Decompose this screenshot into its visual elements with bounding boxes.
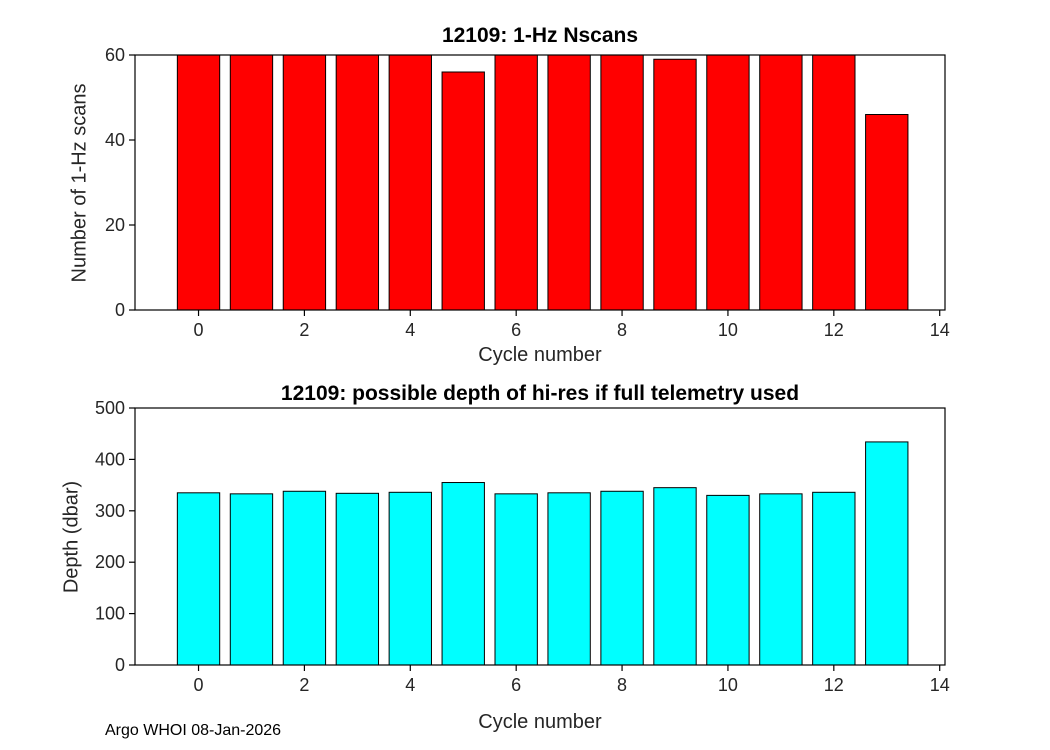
- bar-cycle-6: [494, 54, 538, 311]
- bar-cycle-5: [441, 482, 485, 666]
- bar-cycle-10: [706, 54, 750, 311]
- x-tick-label: 4: [405, 675, 415, 695]
- x-tick-label: 0: [194, 675, 204, 695]
- bar-cycle-9: [653, 58, 697, 311]
- bar-cycle-4: [388, 54, 432, 311]
- bar-cycle-8: [600, 54, 644, 311]
- y-tick-label: 0: [115, 655, 125, 675]
- bar-cycle-2: [282, 490, 327, 666]
- x-tick-label: 14: [930, 320, 950, 340]
- figure-footer-text: Argo WHOI 08-Jan-2026: [105, 722, 282, 739]
- depth-plot-area: 0 2 4 6 8 10 12 14 0 100 200 300 400 500: [95, 398, 950, 695]
- x-tick-label: 10: [718, 675, 738, 695]
- x-tick-label: 2: [299, 320, 309, 340]
- bar-cycle-5: [441, 71, 485, 311]
- x-tick-label: 12: [824, 675, 844, 695]
- y-tick-label: 300: [95, 501, 125, 521]
- y-tick-label: 400: [95, 449, 125, 469]
- bar-cycle-0: [176, 492, 221, 666]
- bar-cycle-8: [600, 490, 644, 666]
- y-tick-label: 40: [105, 130, 125, 150]
- bar-cycle-1: [229, 54, 274, 311]
- x-tick-label: 0: [194, 320, 204, 340]
- bar-cycle-9: [653, 487, 697, 666]
- axes-box: [134, 407, 946, 666]
- y-tick-label: 60: [105, 45, 125, 65]
- x-tick-label: 2: [299, 675, 309, 695]
- bar-cycle-7: [547, 54, 591, 311]
- bar-cycle-13: [865, 441, 909, 666]
- x-tick-label: 8: [617, 675, 627, 695]
- x-tick-label: 8: [617, 320, 627, 340]
- y-tick-label: 500: [95, 398, 125, 418]
- y-tick-label: 200: [95, 552, 125, 572]
- bar-cycle-13: [865, 114, 909, 311]
- bar-cycle-3: [335, 54, 380, 311]
- nscans-x-axis-label: Cycle number: [478, 344, 602, 366]
- nscans-chart-section: 12109: 1-Hz Nscans Number of 1-Hz scans …: [69, 24, 950, 366]
- bar-cycle-6: [494, 493, 538, 666]
- x-tick-label: 14: [930, 675, 950, 695]
- bar-cycle-0: [176, 54, 221, 311]
- bar-cycle-1: [229, 493, 274, 666]
- nscans-chart-title: 12109: 1-Hz Nscans: [441, 24, 639, 47]
- bar-cycle-4: [388, 491, 432, 666]
- x-tick-label: 6: [511, 320, 521, 340]
- depth-x-axis-label: Cycle number: [478, 711, 602, 733]
- x-tick-label: 12: [824, 320, 844, 340]
- bar-cycle-7: [547, 492, 591, 666]
- bar-cycle-11: [759, 54, 803, 311]
- bar-cycle-12: [812, 54, 856, 311]
- axes-box: [134, 54, 946, 311]
- y-tick-label: 0: [115, 300, 125, 320]
- x-tick-label: 6: [511, 675, 521, 695]
- depth-chart-section: 12109: possible depth of hi-res if full …: [0, 375, 1050, 750]
- nscans-plot-area: 0 2 4 6 8 10 12 14 0 20 40 60: [105, 45, 950, 340]
- bar-cycle-10: [706, 494, 750, 666]
- bar-cycle-12: [812, 491, 856, 666]
- depth-chart-title: 12109: possible depth of hi-res if full …: [280, 382, 800, 405]
- y-tick-label: 20: [105, 215, 125, 235]
- y-tick-label: 100: [95, 604, 125, 624]
- x-tick-label: 4: [405, 320, 415, 340]
- bar-cycle-3: [335, 492, 380, 666]
- bar-cycle-11: [759, 493, 803, 666]
- bar-cycle-2: [282, 54, 327, 311]
- x-tick-label: 10: [718, 320, 738, 340]
